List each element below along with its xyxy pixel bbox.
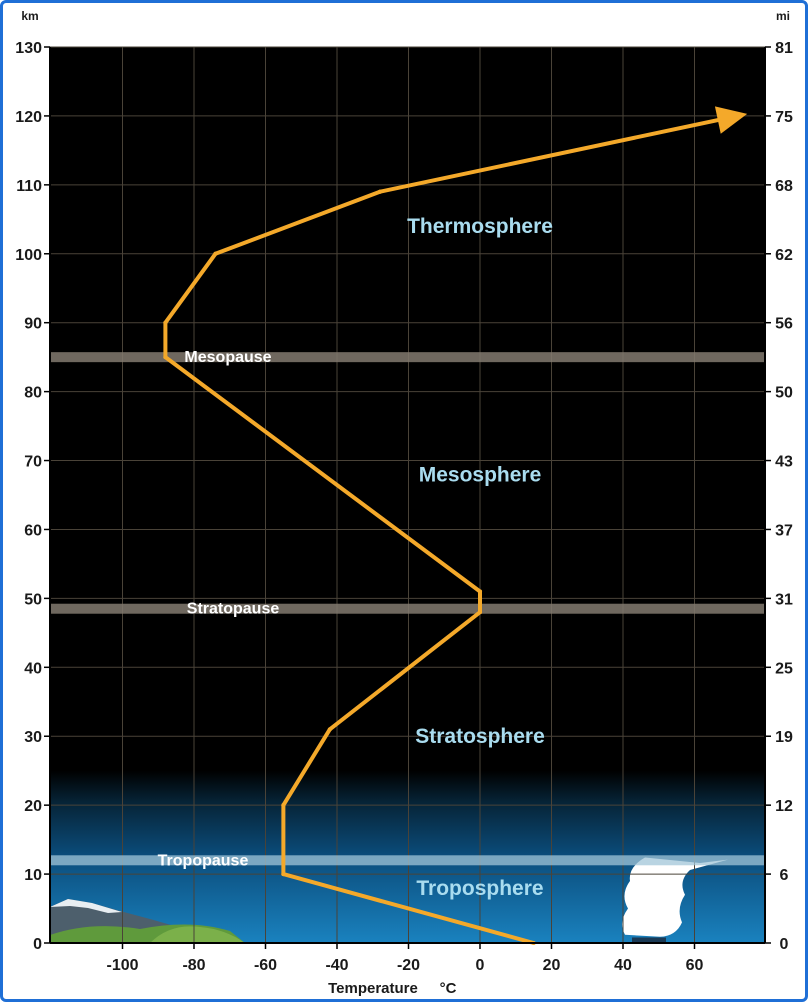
curve-point: [163, 320, 168, 325]
layer-label: Troposphere: [416, 877, 543, 900]
rain-column-icon: [632, 937, 666, 943]
curve-segment: [281, 872, 536, 945]
y-tick-label-right: 31: [775, 591, 793, 608]
x-tick-label: 60: [686, 957, 704, 974]
curve-point: [478, 589, 482, 594]
boundary-band: [50, 603, 765, 614]
y-tick-label-right: 0: [780, 936, 789, 953]
curve-point: [281, 872, 286, 877]
x-tick-label: -60: [254, 957, 277, 974]
curve-point: [281, 803, 286, 808]
y-tick-label-right: 37: [775, 522, 793, 539]
y-tick-label-left: 100: [15, 247, 42, 264]
curve-point: [163, 355, 168, 360]
x-tick-label: 0: [476, 957, 485, 974]
y-unit-right: mi: [776, 9, 790, 23]
curve-segment: [163, 355, 482, 594]
x-tick-label: 40: [614, 957, 632, 974]
y-tick-label-left: 30: [24, 729, 42, 746]
scenery: [50, 857, 728, 943]
plot-background: [50, 47, 765, 943]
y-tick-label-right: 50: [775, 385, 793, 402]
curve-segment: [327, 610, 482, 732]
boundary-band: [50, 352, 765, 363]
y-tick-label-right: 19: [775, 729, 793, 746]
curve-point: [377, 189, 382, 194]
boundary-label: Stratopause: [187, 601, 280, 618]
y-tick-label-left: 20: [24, 798, 42, 815]
x-tick-label: -20: [397, 957, 420, 974]
curve-point: [213, 251, 218, 256]
x-tick-label: 20: [543, 957, 561, 974]
y-tick-label-right: 6: [780, 867, 789, 884]
y-tick-label-left: 70: [24, 454, 42, 471]
y-unit-left: km: [21, 9, 38, 23]
y-tick-label-right: 56: [775, 316, 793, 333]
y-tick-label-left: 60: [24, 522, 42, 539]
y-tick-label-left: 50: [24, 591, 42, 608]
layer-label: Thermosphere: [407, 215, 553, 238]
curve-segment: [377, 113, 740, 194]
y-tick-label-right: 62: [775, 247, 793, 264]
curve-arrowhead: [714, 106, 748, 134]
y-tick-label-left: 90: [24, 316, 42, 333]
curve-point: [327, 727, 332, 732]
boundary-label: Mesopause: [184, 349, 271, 366]
y-tick-label-left: 0: [33, 936, 42, 953]
y-tick-label-right: 75: [775, 109, 793, 126]
layer-labels: Troposphere Stratosphere Mesosphere Thermos…: [407, 215, 553, 900]
y-tick-label-left: 80: [24, 385, 42, 402]
hill-icon: [150, 926, 245, 943]
curve-segment: [213, 189, 382, 256]
y-tick-label-left: 130: [15, 40, 42, 57]
y-tick-label-right: 81: [775, 40, 793, 57]
x-axis-unit: °C: [440, 980, 457, 997]
curve-segment: [163, 251, 218, 325]
y-tick-label-right: 43: [775, 454, 793, 471]
y-tick-label-right: 25: [775, 660, 793, 677]
storm-cloud-icon: [622, 857, 728, 937]
temperature-curve-layer: [163, 106, 748, 945]
boundary-band: [50, 855, 765, 866]
boundary-bands: Tropopause Stratopause Mesopause: [50, 349, 765, 869]
curve-point: [478, 610, 482, 615]
layer-label: Mesosphere: [419, 463, 542, 486]
x-tick-label: -40: [325, 957, 348, 974]
layer-label: Stratosphere: [415, 725, 545, 748]
y-tick-label-right: 12: [775, 798, 793, 815]
snow-cap-icon: [50, 899, 122, 913]
x-axis-label: Temperature: [328, 980, 418, 997]
x-tick-label: -80: [182, 957, 205, 974]
y-tick-label-right: 68: [775, 178, 793, 195]
x-tick-label: -100: [106, 957, 138, 974]
y-tick-label-left: 40: [24, 660, 42, 677]
boundary-label: Tropopause: [158, 852, 249, 869]
y-tick-label-left: 120: [15, 109, 42, 126]
y-tick-label-left: 10: [24, 867, 42, 884]
y-tick-label-left: 110: [16, 178, 42, 195]
curve-segment: [281, 727, 332, 808]
